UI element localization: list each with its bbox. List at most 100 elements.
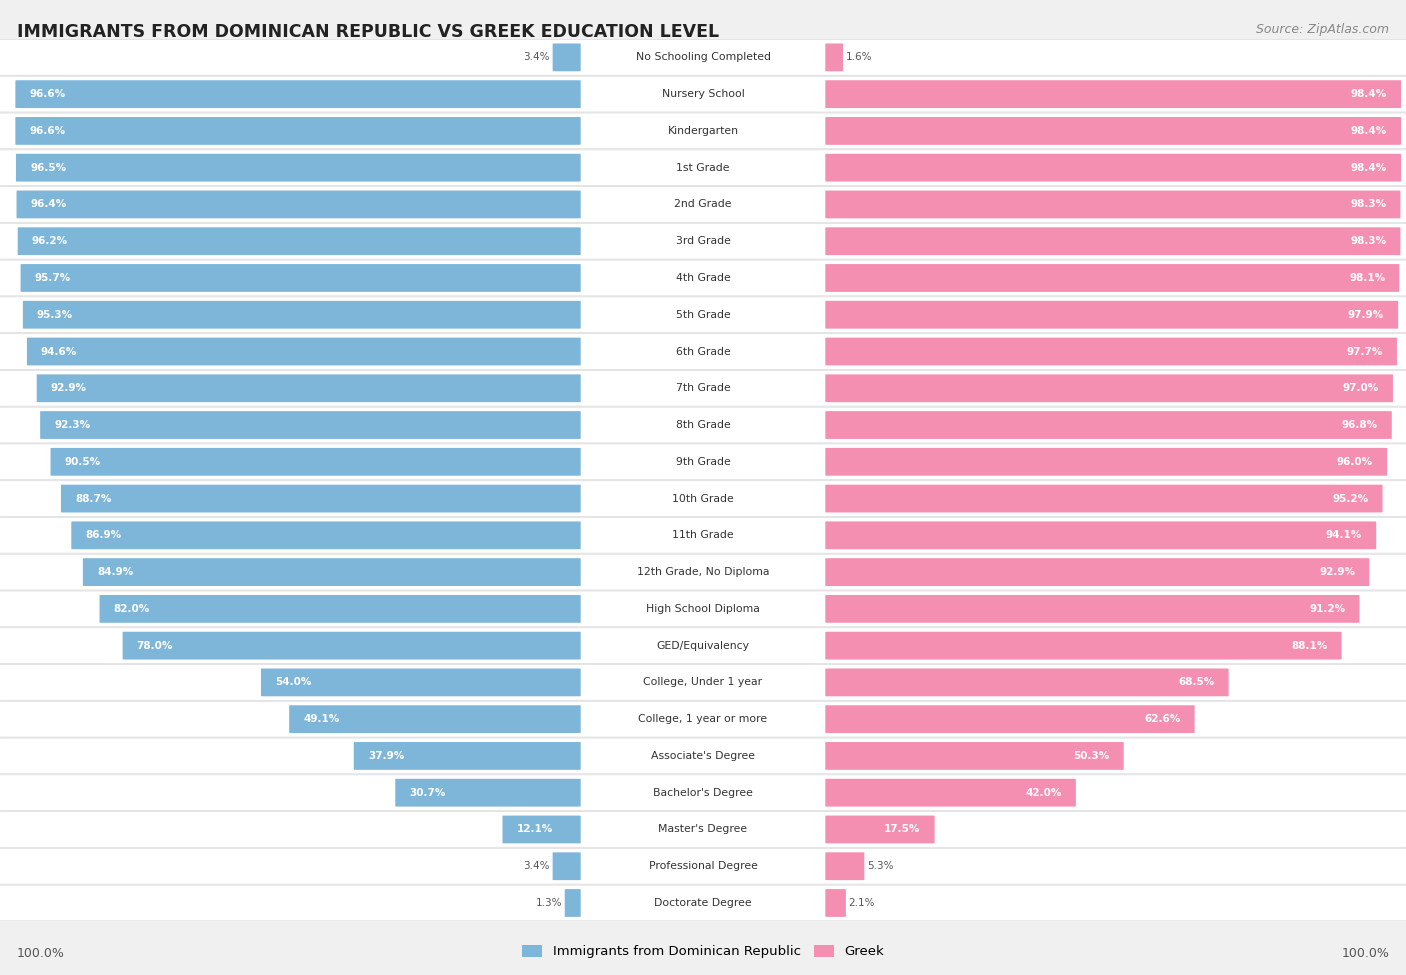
Text: 97.9%: 97.9% — [1348, 310, 1384, 320]
FancyBboxPatch shape — [100, 595, 581, 623]
Text: 3.4%: 3.4% — [523, 861, 550, 872]
Text: 12.1%: 12.1% — [516, 825, 553, 835]
FancyBboxPatch shape — [825, 559, 1369, 586]
FancyBboxPatch shape — [0, 186, 1406, 222]
Text: 96.0%: 96.0% — [1337, 457, 1374, 467]
FancyBboxPatch shape — [0, 223, 1406, 259]
Text: Bachelor's Degree: Bachelor's Degree — [652, 788, 754, 798]
FancyBboxPatch shape — [395, 779, 581, 806]
Text: 94.1%: 94.1% — [1326, 530, 1362, 540]
Text: 88.7%: 88.7% — [75, 493, 111, 503]
FancyBboxPatch shape — [0, 591, 1406, 627]
FancyBboxPatch shape — [553, 852, 581, 880]
Text: 96.4%: 96.4% — [31, 200, 67, 210]
Text: 12th Grade, No Diploma: 12th Grade, No Diploma — [637, 567, 769, 577]
FancyBboxPatch shape — [825, 705, 1195, 733]
FancyBboxPatch shape — [825, 852, 865, 880]
Text: 2nd Grade: 2nd Grade — [675, 200, 731, 210]
FancyBboxPatch shape — [0, 701, 1406, 737]
Text: Professional Degree: Professional Degree — [648, 861, 758, 872]
Text: 50.3%: 50.3% — [1073, 751, 1109, 760]
FancyBboxPatch shape — [825, 374, 1393, 402]
Text: 94.6%: 94.6% — [41, 346, 77, 357]
FancyBboxPatch shape — [290, 705, 581, 733]
FancyBboxPatch shape — [60, 485, 581, 513]
Text: 1.3%: 1.3% — [536, 898, 562, 908]
Text: 90.5%: 90.5% — [65, 457, 101, 467]
FancyBboxPatch shape — [0, 738, 1406, 774]
Text: High School Diploma: High School Diploma — [647, 604, 759, 614]
FancyBboxPatch shape — [354, 742, 581, 770]
FancyBboxPatch shape — [37, 374, 581, 402]
FancyBboxPatch shape — [502, 815, 581, 843]
Text: 98.4%: 98.4% — [1351, 163, 1386, 173]
FancyBboxPatch shape — [0, 811, 1406, 847]
FancyBboxPatch shape — [18, 227, 581, 255]
FancyBboxPatch shape — [0, 40, 1406, 75]
FancyBboxPatch shape — [825, 44, 844, 71]
Text: 96.6%: 96.6% — [30, 89, 66, 99]
FancyBboxPatch shape — [0, 628, 1406, 663]
Text: 3rd Grade: 3rd Grade — [675, 236, 731, 247]
FancyBboxPatch shape — [825, 485, 1382, 513]
FancyBboxPatch shape — [0, 481, 1406, 517]
Text: 88.1%: 88.1% — [1291, 641, 1327, 650]
Text: 1st Grade: 1st Grade — [676, 163, 730, 173]
FancyBboxPatch shape — [825, 669, 1229, 696]
Text: 96.5%: 96.5% — [30, 163, 66, 173]
Text: 6th Grade: 6th Grade — [676, 346, 730, 357]
Text: 95.7%: 95.7% — [35, 273, 70, 283]
Text: 100.0%: 100.0% — [1341, 947, 1389, 960]
FancyBboxPatch shape — [825, 632, 1341, 659]
Text: 92.9%: 92.9% — [1319, 567, 1355, 577]
FancyBboxPatch shape — [0, 76, 1406, 112]
FancyBboxPatch shape — [553, 44, 581, 71]
FancyBboxPatch shape — [0, 113, 1406, 149]
Text: 84.9%: 84.9% — [97, 567, 134, 577]
Text: 5th Grade: 5th Grade — [676, 310, 730, 320]
Text: Nursery School: Nursery School — [662, 89, 744, 99]
Text: 2.1%: 2.1% — [849, 898, 875, 908]
FancyBboxPatch shape — [0, 775, 1406, 810]
FancyBboxPatch shape — [83, 559, 581, 586]
FancyBboxPatch shape — [825, 337, 1398, 366]
FancyBboxPatch shape — [17, 190, 581, 218]
Text: 98.1%: 98.1% — [1350, 273, 1385, 283]
FancyBboxPatch shape — [825, 742, 1123, 770]
FancyBboxPatch shape — [825, 411, 1392, 439]
FancyBboxPatch shape — [825, 117, 1400, 145]
Text: 98.3%: 98.3% — [1350, 236, 1386, 247]
FancyBboxPatch shape — [27, 337, 581, 366]
Legend: Immigrants from Dominican Republic, Greek: Immigrants from Dominican Republic, Gree… — [517, 940, 889, 963]
Text: GED/Equivalency: GED/Equivalency — [657, 641, 749, 650]
Text: 54.0%: 54.0% — [276, 678, 311, 687]
FancyBboxPatch shape — [0, 665, 1406, 700]
FancyBboxPatch shape — [15, 117, 581, 145]
FancyBboxPatch shape — [15, 80, 581, 108]
Text: 68.5%: 68.5% — [1178, 678, 1215, 687]
Text: IMMIGRANTS FROM DOMINICAN REPUBLIC VS GREEK EDUCATION LEVEL: IMMIGRANTS FROM DOMINICAN REPUBLIC VS GR… — [17, 23, 718, 41]
Text: 97.0%: 97.0% — [1343, 383, 1379, 393]
FancyBboxPatch shape — [825, 80, 1400, 108]
FancyBboxPatch shape — [565, 889, 581, 916]
FancyBboxPatch shape — [0, 408, 1406, 443]
Text: 17.5%: 17.5% — [884, 825, 921, 835]
FancyBboxPatch shape — [0, 518, 1406, 553]
FancyBboxPatch shape — [825, 448, 1388, 476]
Text: Doctorate Degree: Doctorate Degree — [654, 898, 752, 908]
FancyBboxPatch shape — [825, 190, 1400, 218]
Text: 1.6%: 1.6% — [846, 53, 872, 62]
FancyBboxPatch shape — [0, 885, 1406, 920]
FancyBboxPatch shape — [21, 264, 581, 292]
Text: 3.4%: 3.4% — [523, 53, 550, 62]
Text: 78.0%: 78.0% — [136, 641, 173, 650]
Text: Kindergarten: Kindergarten — [668, 126, 738, 136]
FancyBboxPatch shape — [825, 595, 1360, 623]
Text: 8th Grade: 8th Grade — [676, 420, 730, 430]
Text: 9th Grade: 9th Grade — [676, 457, 730, 467]
Text: Associate's Degree: Associate's Degree — [651, 751, 755, 760]
Text: 37.9%: 37.9% — [368, 751, 404, 760]
Text: 11th Grade: 11th Grade — [672, 530, 734, 540]
Text: 96.2%: 96.2% — [32, 236, 67, 247]
FancyBboxPatch shape — [72, 522, 581, 549]
